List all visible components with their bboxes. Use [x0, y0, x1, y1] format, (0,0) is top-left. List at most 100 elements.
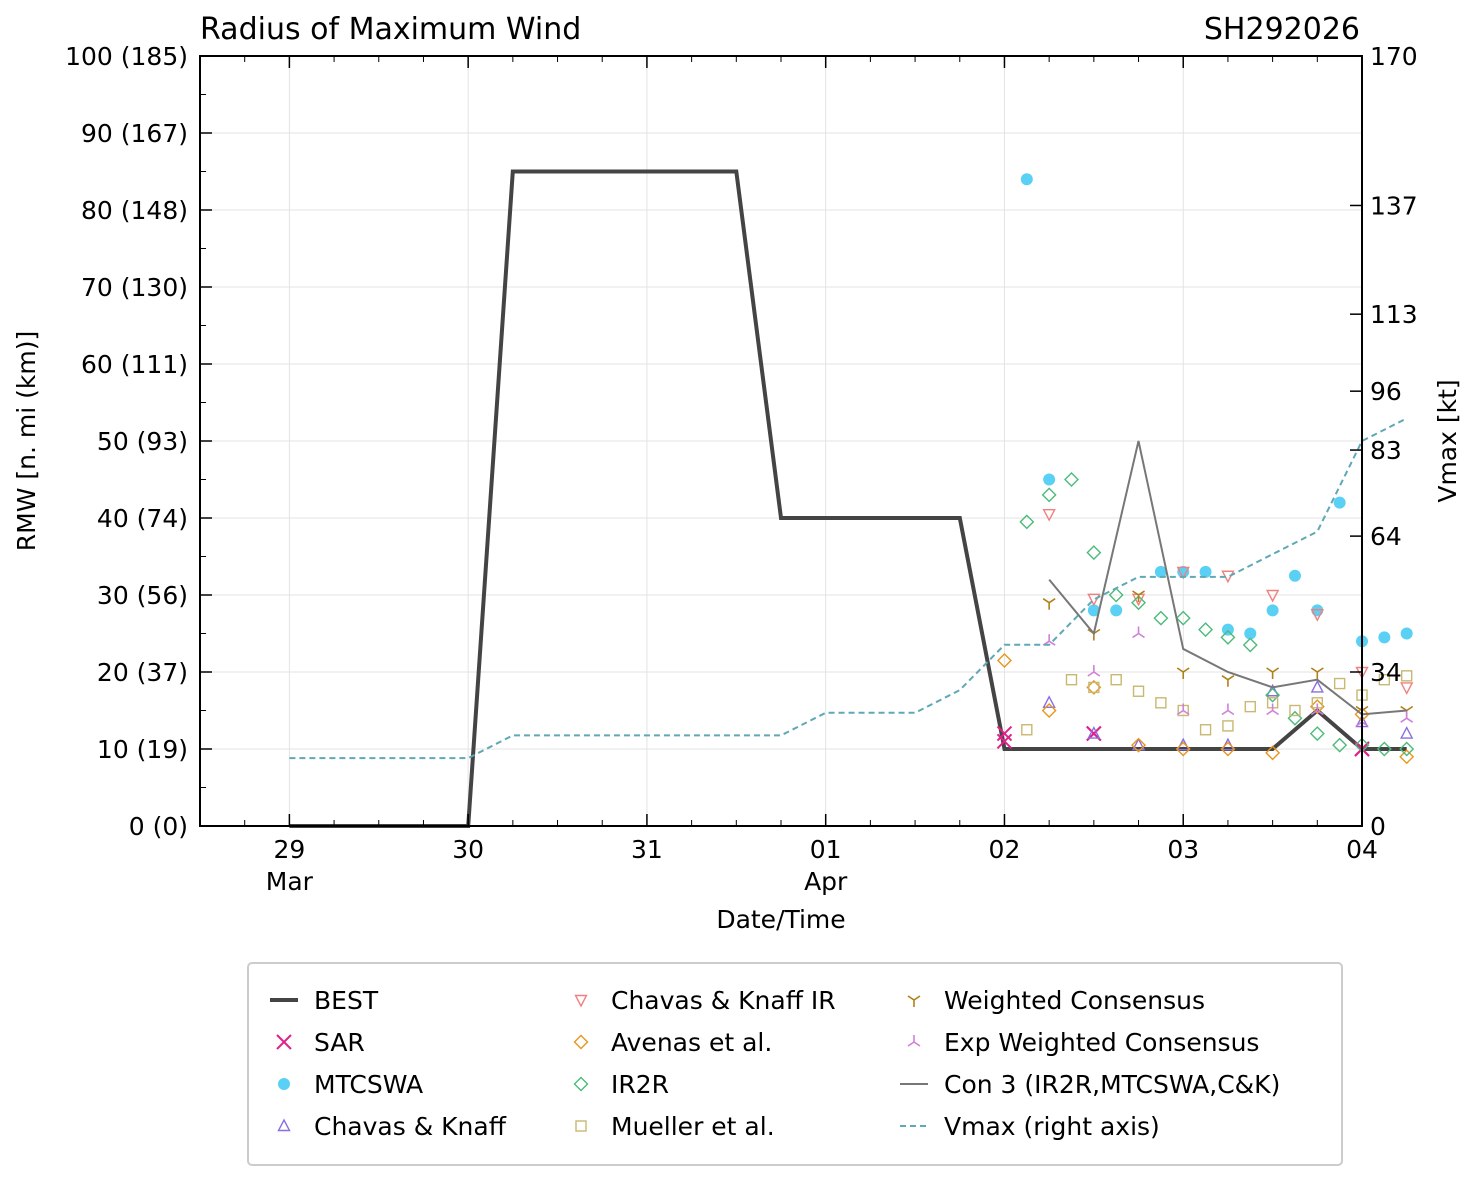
- legend-avenas-et-al-label: Avenas et al.: [611, 1028, 772, 1057]
- y2-tick-label: 0: [1370, 812, 1386, 841]
- chavas-knaff-ir-point: [1087, 593, 1101, 607]
- chavas-knaff-point: [1042, 695, 1056, 708]
- legend-vmax-right-axis: Vmax (right axis): [900, 1112, 1160, 1141]
- y-tick-label: 10 (19): [97, 735, 188, 764]
- exp-weighted-consensus-point: [1310, 703, 1324, 716]
- mtcswa-point: [1154, 565, 1167, 578]
- ir2r-point: [1108, 587, 1124, 603]
- mtcswa-point: [1199, 565, 1212, 578]
- y2-tick-label: 137: [1370, 191, 1418, 220]
- legend-box: [247, 962, 1343, 1166]
- mtcswa-point: [1266, 604, 1279, 617]
- mueller-et-al-point: [1378, 674, 1391, 686]
- mtcswa-point: [1043, 473, 1056, 486]
- legend-ir2r-label: IR2R: [611, 1070, 669, 1099]
- legend-weighted-consensus-label: Weighted Consensus: [944, 986, 1205, 1015]
- y2-tick-label: 83: [1370, 436, 1402, 465]
- y2-tick-label: 64: [1370, 522, 1402, 551]
- mueller-et-al-point: [1155, 697, 1167, 709]
- legend-weighted-consensus: Weighted Consensus: [907, 986, 1205, 1015]
- x-tick-label: 29: [273, 835, 305, 864]
- legend-con-3-ir2r-mtcswa-c-k-label: Con 3 (IR2R,MTCSWA,C&K): [944, 1070, 1280, 1099]
- axes: 29 Mar 30 31 01 Apr 02 03 04 0 (0) 10 (19) 20 (37) 3…: [65, 42, 1418, 896]
- y-tick-label: 90 (167): [81, 119, 188, 148]
- ir2r-point: [1019, 514, 1035, 530]
- x-axis-label: Date/Time: [716, 905, 845, 934]
- legend-sar-swatch: [276, 1034, 292, 1050]
- avenas-et-al-point: [1131, 737, 1147, 753]
- exp-weighted-consensus-point: [1221, 703, 1235, 716]
- ir2r-point: [1332, 737, 1348, 753]
- chavas-knaff-point: [1310, 679, 1324, 693]
- x-tick-label: 31: [631, 835, 663, 864]
- legend-chavas-knaff-ir-swatch: [574, 994, 588, 1008]
- legend-mueller-et-al-label: Mueller et al.: [611, 1112, 775, 1141]
- y-tick-label: 30 (56): [97, 581, 188, 610]
- x-tick-label: 04: [1346, 835, 1378, 864]
- avenas-et-al-point: [1265, 745, 1281, 761]
- legend-sar-label: SAR: [314, 1028, 365, 1057]
- legend-chavas-knaff-label: Chavas & Knaff: [314, 1112, 507, 1141]
- y-tick-label: 20 (37): [97, 658, 188, 687]
- y-tick-label: 40 (74): [97, 504, 188, 533]
- y2-axis-label: Vmax [kt]: [1433, 379, 1462, 502]
- ir2r-point: [1265, 687, 1281, 703]
- chavas-knaff-ir-point: [1176, 566, 1190, 580]
- mueller-et-al-point: [1088, 681, 1100, 694]
- ir2r-point: [1242, 637, 1258, 653]
- mtcswa-point: [1400, 627, 1413, 640]
- mtcswa-point: [1221, 623, 1234, 636]
- mueller-et-al-point: [1289, 704, 1301, 717]
- legend-exp-weighted-consensus-label: Exp Weighted Consensus: [944, 1028, 1259, 1057]
- mueller-et-al-point: [1021, 724, 1033, 736]
- mueller-et-al-point: [1244, 700, 1256, 713]
- ir2r-point: [1399, 741, 1415, 757]
- y-tick-label: 50 (93): [97, 427, 188, 456]
- exp-weighted-consensus-point: [1087, 665, 1101, 677]
- weighted-consensus-point: [1042, 598, 1056, 610]
- ir2r-point: [1220, 629, 1236, 645]
- legend: BEST SAR MTCSWA Chavas & Knaff Chavas & Knaf…: [270, 986, 1280, 1141]
- legend-exp-weighted-consensus-swatch: [907, 1035, 921, 1047]
- mueller-et-al-point: [1132, 685, 1145, 697]
- legend-chavas-knaff-ir-label: Chavas & Knaff IR: [611, 986, 836, 1015]
- ir2r-point: [1064, 472, 1079, 487]
- legend-avenas-et-al: Avenas et al.: [573, 1028, 772, 1057]
- legend-chavas-knaff-ir: Chavas & Knaff IR: [574, 986, 836, 1015]
- mtcswa-point: [1087, 604, 1100, 617]
- y2-tick-label: 170: [1370, 42, 1418, 71]
- legend-mueller-et-al: Mueller et al.: [575, 1112, 775, 1141]
- con-3-ir2r-mtcswa-c-k-line: [1048, 440, 1407, 716]
- x-tick-label: 02: [989, 835, 1021, 864]
- legend-chavas-knaff-swatch: [277, 1118, 291, 1132]
- vmax-right-axis-line: [289, 417, 1408, 760]
- y2-tick-label: 113: [1370, 300, 1418, 329]
- storm-id: SH292026: [1204, 12, 1360, 47]
- chavas-knaff-point: [1087, 726, 1101, 739]
- legend-ir2r: IR2R: [573, 1070, 669, 1099]
- chavas-knaff-ir-point: [1400, 682, 1414, 695]
- y-tick-label: 100 (185): [65, 42, 188, 71]
- mueller-et-al-point: [1065, 674, 1078, 686]
- chavas-knaff-point: [1131, 737, 1146, 751]
- sar-point: [996, 733, 1013, 750]
- exp-weighted-consensus-point: [1042, 634, 1056, 646]
- weighted-consensus-point: [1310, 667, 1324, 679]
- y-tick-label: 70 (130): [81, 273, 188, 302]
- legend-mtcswa: MTCSWA: [278, 1070, 423, 1099]
- y-tick-label: 0 (0): [129, 812, 188, 841]
- chavas-knaff-ir-point: [1310, 609, 1324, 622]
- ir2r-point: [1376, 741, 1392, 757]
- avenas-et-al-point: [1175, 741, 1191, 757]
- legend-mtcswa-label: MTCSWA: [314, 1070, 423, 1099]
- avenas-et-al-point: [996, 652, 1012, 668]
- exp-weighted-consensus-point: [1176, 703, 1190, 716]
- mtcswa-point: [1333, 496, 1346, 509]
- legend-sar: SAR: [276, 1028, 365, 1057]
- exp-weighted-consensus-point: [1132, 626, 1145, 639]
- weighted-consensus-point: [1221, 675, 1235, 687]
- ir2r-point: [1131, 595, 1147, 611]
- ir2r-point: [1153, 610, 1169, 626]
- weighted-consensus-point: [1176, 667, 1190, 679]
